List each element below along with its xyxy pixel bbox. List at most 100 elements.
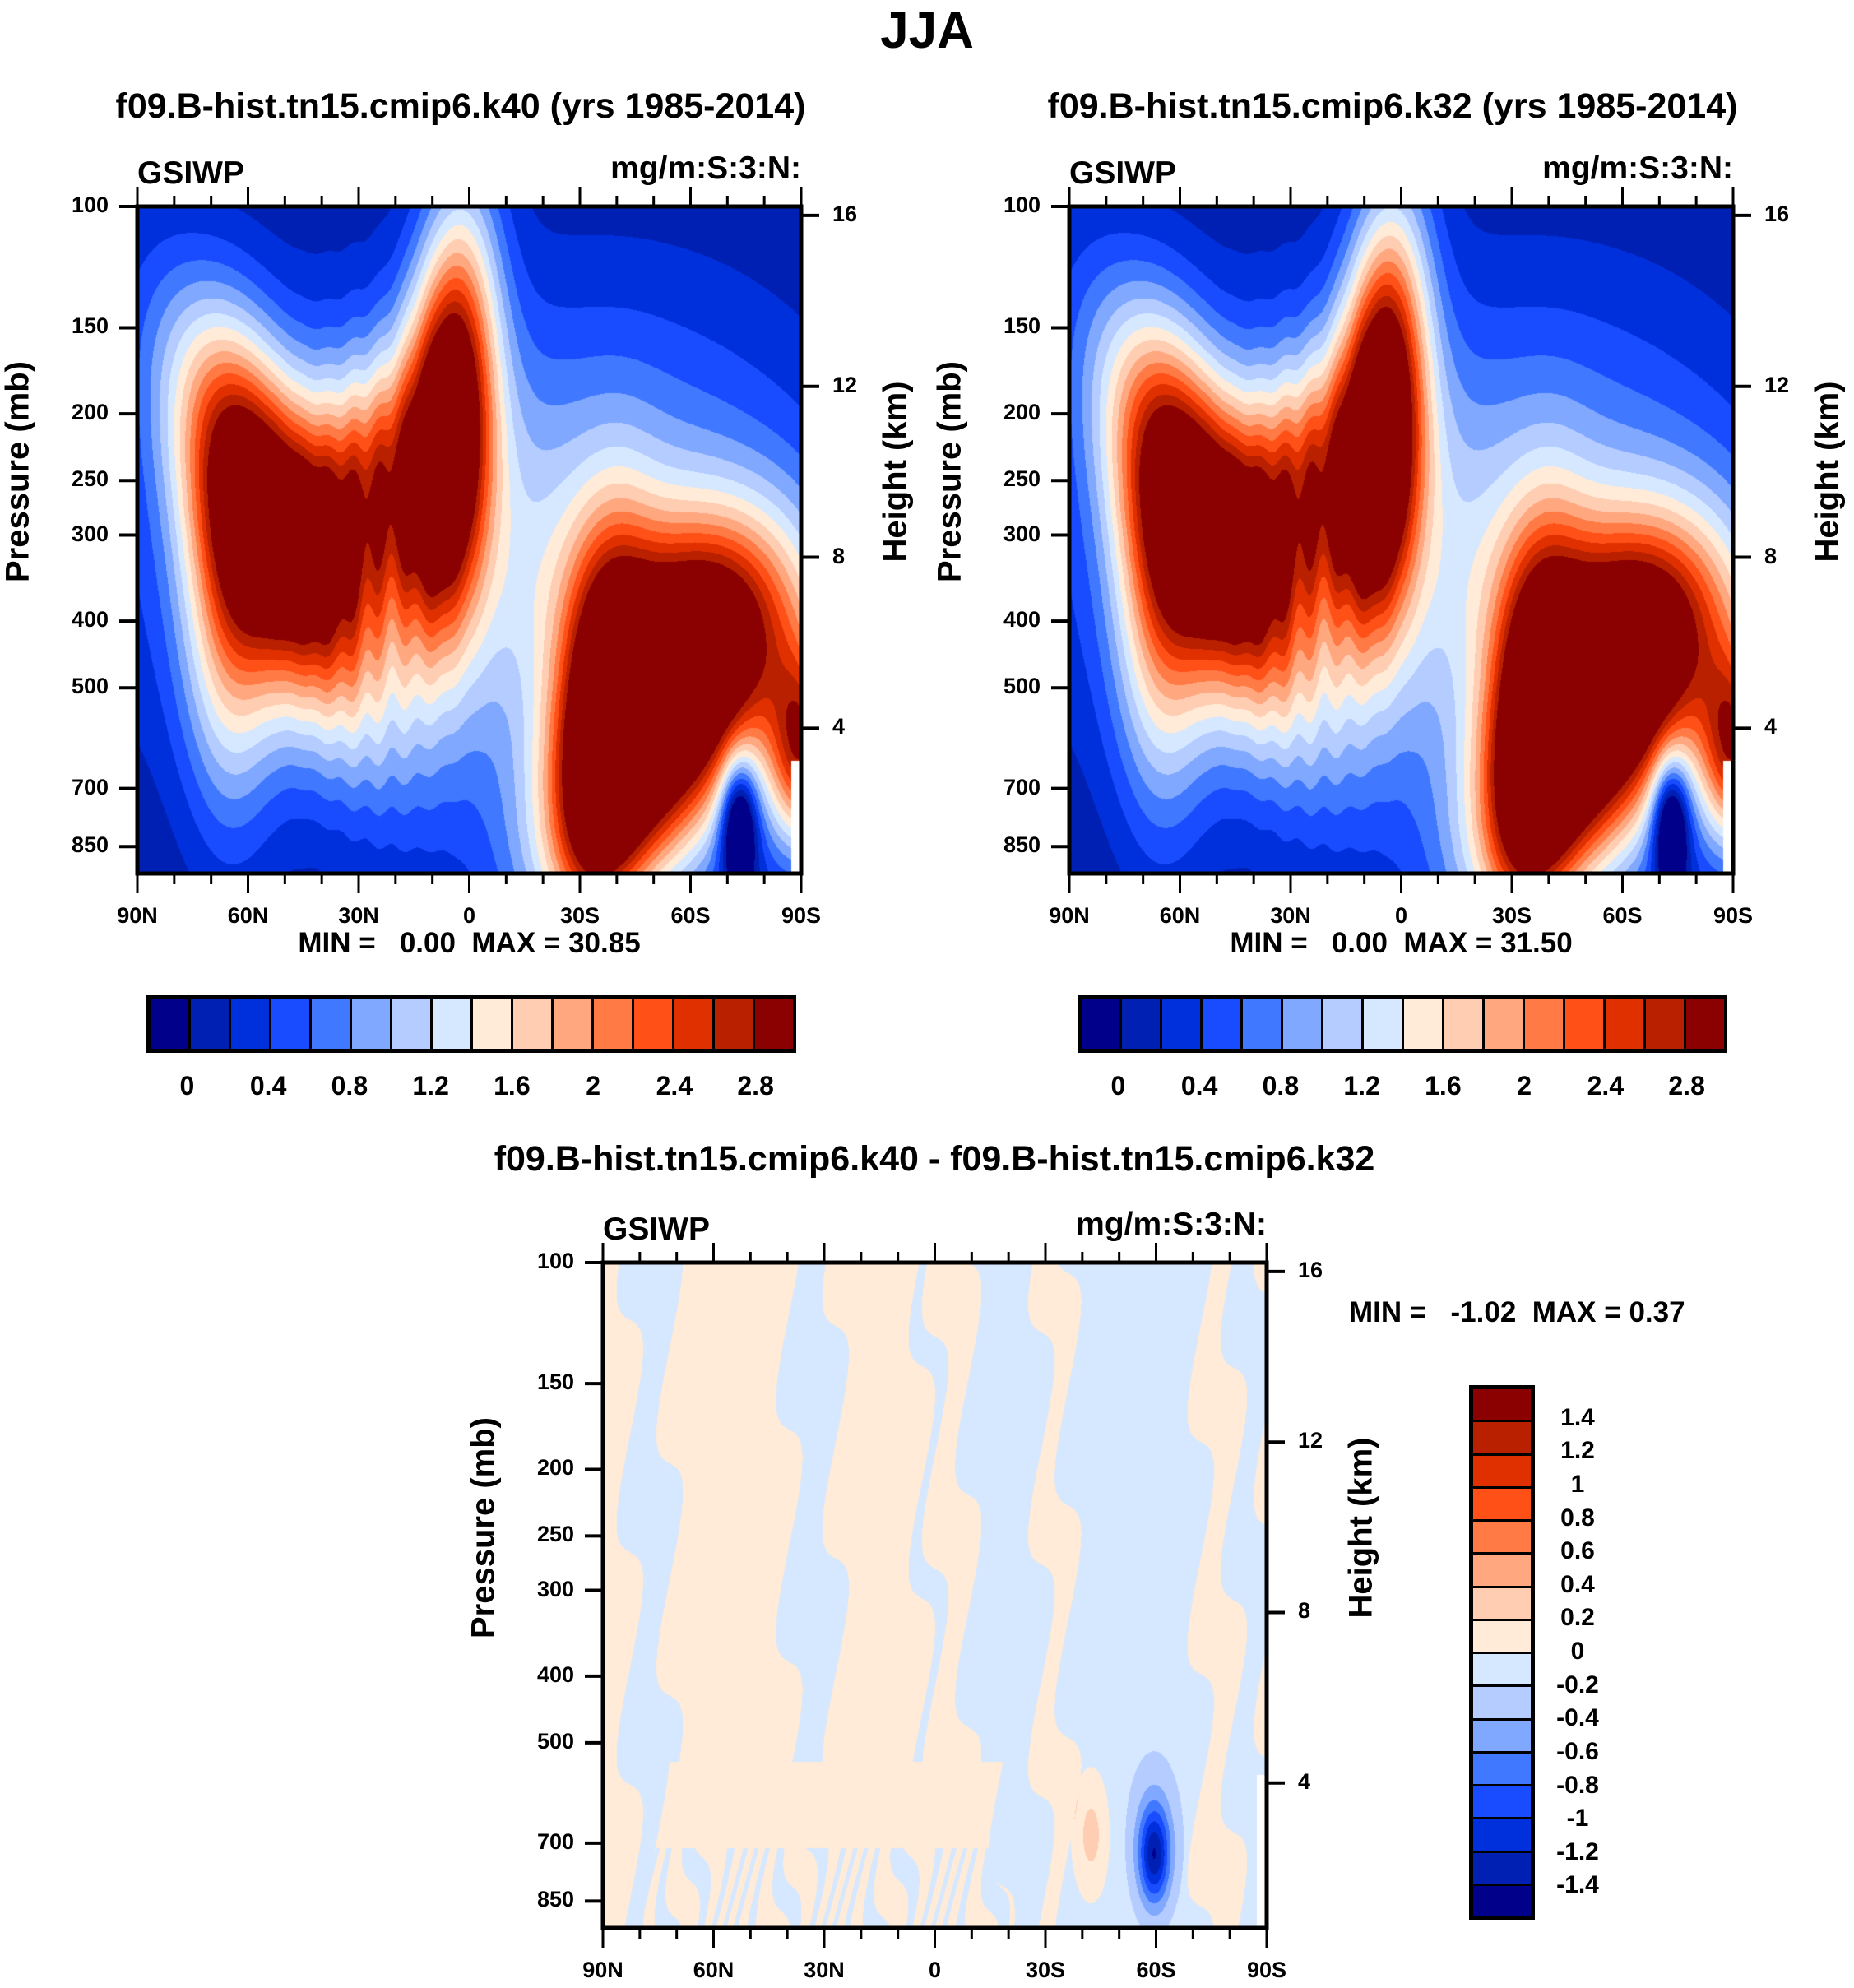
colorbar-label: 0 <box>179 1071 195 1101</box>
panel-title: f09.B-hist.tn15.cmip6.k32 (yrs 1985-2014… <box>1047 86 1738 126</box>
y-right-tick-label: 12 <box>1764 372 1790 397</box>
colorbar-label: -0.4 <box>1556 1704 1599 1732</box>
panel-title: f09.B-hist.tn15.cmip6.k40 (yrs 1985-2014… <box>115 86 806 126</box>
x-tick-label: 30S <box>1491 903 1532 928</box>
x-tick-label: 90S <box>1246 1958 1287 1982</box>
y-tick-label: 150 <box>1003 313 1041 339</box>
x-tick-label: 30S <box>559 903 600 928</box>
y-tick-label: 850 <box>536 1887 574 1912</box>
colorbar-swatch <box>1472 1884 1532 1918</box>
colorbar-swatch <box>1472 1453 1532 1488</box>
x-tick-label: 30S <box>1025 1958 1066 1982</box>
units-label: mg/m:S:3:N: <box>1076 1207 1267 1242</box>
colorbar-label: 0.4 <box>249 1071 287 1101</box>
min-value: -1.02 <box>1450 1296 1517 1328</box>
y-right-tick-label: 16 <box>1298 1257 1323 1282</box>
y-right-tick-label: 8 <box>1298 1598 1311 1624</box>
x-tick-label: 90N <box>582 1958 623 1982</box>
y-tick-label: 250 <box>71 466 109 492</box>
x-tick-label: 60S <box>1602 903 1643 928</box>
colorbar-swatch <box>673 998 714 1050</box>
colorbar-swatch <box>1472 1520 1532 1555</box>
colorbar-swatch <box>1472 1553 1532 1587</box>
max-label: MAX = <box>471 927 561 959</box>
colorbar-swatch <box>1472 1388 1532 1422</box>
colorbar-swatch <box>1472 1486 1532 1521</box>
min-label: MIN = <box>1230 927 1308 959</box>
contour-field <box>603 1263 1267 1928</box>
colorbar-swatch <box>1685 998 1726 1050</box>
y-tick-label: 150 <box>71 313 109 339</box>
colorbar-swatch <box>552 998 593 1050</box>
colorbar-swatch <box>1472 1851 1532 1885</box>
colorbar-swatch <box>1523 998 1564 1050</box>
colorbar-label: 0.2 <box>1560 1604 1595 1632</box>
colorbar-swatch <box>512 998 553 1050</box>
contour-field <box>137 206 801 874</box>
x-tick-label: 90S <box>781 903 822 928</box>
y-right-tick-label: 4 <box>1764 714 1778 739</box>
min-value: 0.00 <box>399 927 456 959</box>
colorbar-swatch <box>229 998 271 1050</box>
colorbar-label: 2 <box>586 1071 601 1101</box>
x-tick-label: 0 <box>462 903 476 928</box>
colorbar-swatch <box>391 998 432 1050</box>
colorbar-swatch <box>1483 998 1524 1050</box>
colorbar-swatch <box>592 998 633 1050</box>
y-tick-label: 200 <box>71 400 109 425</box>
colorbar-swatch <box>1472 1652 1532 1687</box>
y-right-tick-label: 16 <box>832 201 858 226</box>
max-value: 30.85 <box>568 927 641 959</box>
y-tick-label: 250 <box>536 1522 574 1547</box>
x-tick-label: 30N <box>338 903 379 928</box>
colorbar-swatch <box>1472 1619 1532 1653</box>
contour-field <box>1069 206 1733 874</box>
x-tick-label: 0 <box>1394 903 1408 928</box>
colorbar <box>1078 995 1727 1053</box>
colorbar-swatch <box>1472 1751 1532 1786</box>
colorbar-label: 1.2 <box>1343 1071 1380 1101</box>
colorbar-label: 0.6 <box>1560 1537 1595 1565</box>
y-right-axis-title: Height (km) <box>1342 1437 1379 1619</box>
min-label: MIN = <box>1349 1296 1427 1328</box>
y-right-tick-label: 12 <box>1298 1428 1323 1453</box>
colorbar-label: 0 <box>1570 1638 1585 1665</box>
colorbar-label: -1 <box>1566 1805 1589 1833</box>
colorbar-label: 0 <box>1110 1071 1126 1101</box>
y-tick-label: 100 <box>536 1249 574 1273</box>
variable-label: GSIWP <box>137 155 245 191</box>
y-tick-label: 700 <box>536 1828 574 1854</box>
y-tick-label: 400 <box>1003 607 1041 633</box>
x-tick-label: 90S <box>1713 903 1754 928</box>
colorbar-swatch <box>1120 998 1161 1050</box>
max-label: MAX = <box>1532 1296 1621 1328</box>
colorbar-swatch <box>1472 1785 1532 1819</box>
x-tick-label: 0 <box>928 1958 942 1982</box>
colorbar-label: 2.4 <box>656 1071 693 1101</box>
x-tick-label: 60N <box>693 1958 735 1982</box>
colorbar-label: 2.4 <box>1587 1071 1625 1101</box>
colorbar-swatch <box>1472 1818 1532 1852</box>
colorbar-swatch <box>1080 998 1121 1050</box>
colorbar-label: 0.8 <box>1560 1504 1595 1532</box>
y-axis-title: Pressure (mb) <box>465 1416 502 1638</box>
colorbar-label: 1.6 <box>1425 1071 1462 1101</box>
colorbar-swatch <box>1472 1718 1532 1753</box>
y-tick-label: 500 <box>1003 674 1041 699</box>
y-tick-label: 300 <box>536 1576 574 1601</box>
colorbar-label: 2.8 <box>737 1071 774 1101</box>
y-right-tick-label: 16 <box>1764 201 1790 226</box>
colorbar-label: 1.6 <box>494 1071 531 1101</box>
colorbar-label: 0.4 <box>1180 1071 1218 1101</box>
x-tick-label: 60N <box>227 903 269 928</box>
y-tick-label: 150 <box>536 1369 574 1395</box>
y-tick-label: 300 <box>71 521 109 546</box>
colorbar-label: -1.4 <box>1556 1871 1599 1899</box>
x-tick-label: 30N <box>804 1958 845 1982</box>
x-tick-label: 60S <box>1136 1958 1176 1982</box>
y-tick-label: 100 <box>1003 192 1041 217</box>
colorbar-label: 2 <box>1517 1071 1532 1101</box>
plot-border <box>600 1260 1269 1930</box>
y-tick-label: 200 <box>1003 400 1041 425</box>
